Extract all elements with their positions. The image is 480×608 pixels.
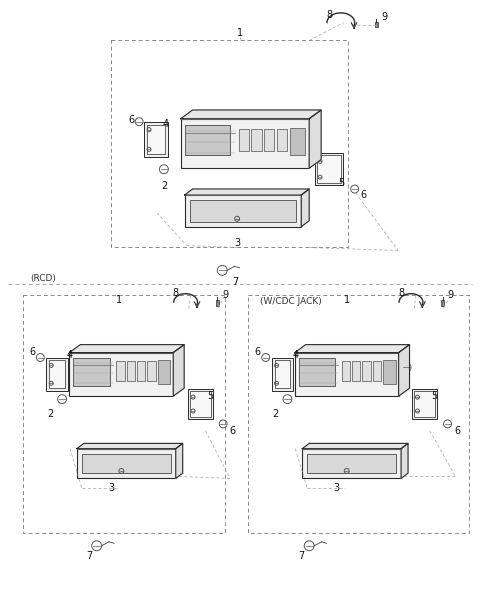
Text: 2: 2 (47, 409, 53, 419)
Bar (70, 353, 173, 396)
Text: 3: 3 (234, 238, 240, 247)
Bar (383, 361, 396, 384)
Text: 9: 9 (447, 290, 454, 300)
Text: 6: 6 (255, 347, 261, 356)
Text: (W/CDC JACK): (W/CDC JACK) (260, 297, 322, 306)
Bar (441, 300, 444, 306)
Bar (185, 125, 229, 156)
Polygon shape (309, 110, 321, 168)
Bar (372, 361, 381, 381)
Text: 2: 2 (161, 181, 167, 191)
Polygon shape (77, 443, 183, 449)
Text: 5: 5 (338, 178, 344, 188)
Bar (414, 391, 435, 417)
Text: 6: 6 (455, 426, 460, 436)
Text: 6: 6 (360, 190, 367, 200)
Polygon shape (176, 443, 183, 478)
Text: 3: 3 (108, 483, 115, 493)
Bar (295, 353, 399, 396)
Bar (110, 40, 348, 246)
Bar (352, 361, 360, 381)
Bar (216, 300, 219, 306)
Text: 6: 6 (229, 426, 235, 436)
Text: 6: 6 (128, 115, 134, 125)
Text: 4: 4 (292, 350, 299, 359)
Bar (144, 122, 168, 157)
Text: 9: 9 (222, 290, 228, 300)
Text: 9: 9 (381, 12, 387, 22)
Bar (317, 156, 341, 183)
Bar (252, 129, 262, 151)
Bar (342, 361, 350, 381)
Text: 7: 7 (298, 551, 304, 561)
Bar (362, 361, 371, 381)
Text: 5: 5 (207, 391, 214, 401)
Text: 1: 1 (344, 295, 350, 305)
Bar (116, 361, 124, 381)
Bar (180, 119, 309, 168)
Bar (147, 125, 165, 154)
Text: 5: 5 (432, 391, 438, 401)
Bar (82, 454, 171, 474)
Text: 3: 3 (334, 483, 340, 493)
Bar (188, 389, 213, 419)
Bar (307, 454, 396, 474)
Bar (272, 358, 293, 391)
Bar (248, 295, 469, 533)
Text: 8: 8 (173, 288, 179, 298)
Text: 7: 7 (232, 277, 238, 287)
Bar (190, 200, 296, 222)
Polygon shape (301, 189, 309, 227)
Polygon shape (401, 443, 408, 478)
Bar (127, 361, 135, 381)
Bar (264, 129, 275, 151)
Text: 4: 4 (67, 350, 73, 359)
Bar (412, 389, 437, 419)
Bar (147, 361, 156, 381)
Bar (185, 195, 301, 227)
Text: 2: 2 (273, 409, 279, 419)
Bar (315, 153, 343, 185)
Bar (77, 449, 176, 478)
Polygon shape (173, 345, 184, 396)
Bar (137, 361, 145, 381)
Bar (23, 295, 225, 533)
Text: 7: 7 (86, 551, 93, 561)
Polygon shape (185, 189, 309, 195)
Text: (RCD): (RCD) (30, 274, 56, 283)
Bar (290, 128, 305, 155)
Text: 8: 8 (326, 10, 332, 19)
Bar (277, 129, 288, 151)
Text: 8: 8 (398, 288, 404, 298)
Bar (302, 449, 401, 478)
Text: 1: 1 (237, 27, 243, 38)
Bar (49, 361, 65, 389)
Bar (73, 359, 110, 385)
Bar (190, 391, 211, 417)
Bar (46, 358, 68, 391)
Polygon shape (70, 345, 184, 353)
Polygon shape (180, 110, 321, 119)
Bar (239, 129, 249, 151)
Text: 6: 6 (29, 347, 36, 356)
Polygon shape (399, 345, 409, 396)
Polygon shape (295, 345, 409, 353)
Bar (158, 361, 170, 384)
Text: 4: 4 (163, 119, 169, 129)
Text: 1: 1 (116, 295, 122, 305)
Polygon shape (302, 443, 408, 449)
Bar (299, 359, 335, 385)
Bar (375, 22, 378, 27)
Bar (275, 361, 290, 389)
